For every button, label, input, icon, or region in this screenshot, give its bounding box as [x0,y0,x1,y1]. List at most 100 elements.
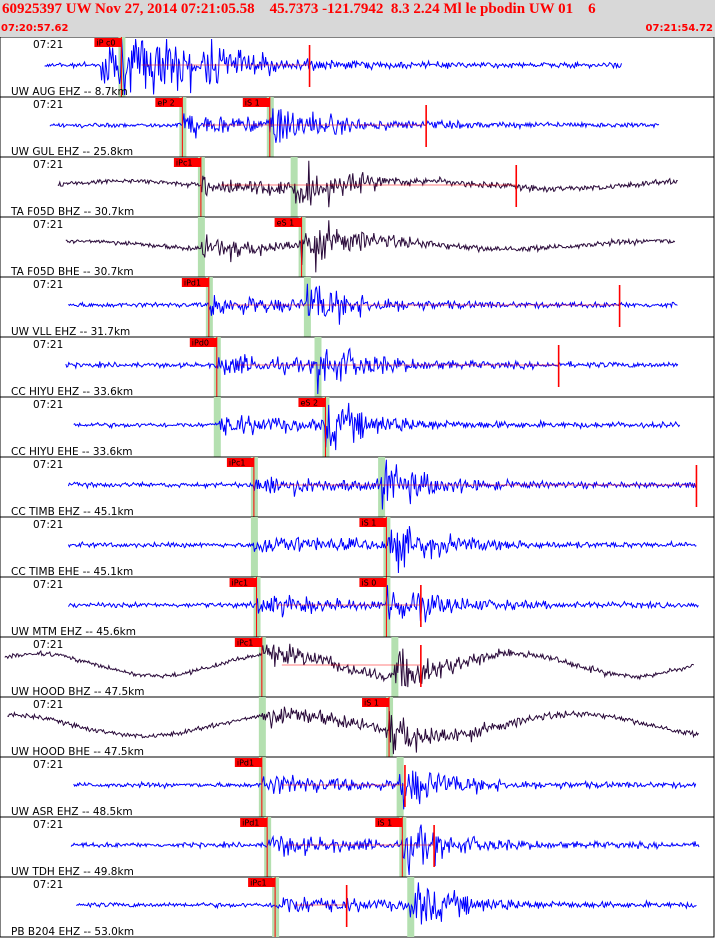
pick-flag [234,758,262,767]
time-tick-label: 07:21 [33,39,63,51]
waveform-line [67,526,697,574]
time-tick-label: 07:21 [33,459,63,471]
time-tick-label: 07:21 [33,99,63,111]
pick-flag [248,878,276,887]
station-label: UW AUG EHZ -- 8.7km [11,86,128,98]
trace-panel: eS 1 07:21 TA F05D BHE -- 30.7km [0,216,715,278]
station-label: UW ASR EHZ -- 48.5km [11,806,133,818]
pick-label: iPd1 [237,759,254,768]
waveform-line [73,402,681,451]
pick-label: iPd1 [184,279,201,288]
station-label: UW GUL EHZ -- 25.8km [11,146,133,158]
trace-panel: iPc1 07:21 TA F05D BHZ -- 30.7km [0,156,715,218]
time-tick-label: 07:21 [33,879,63,891]
trace-panel: eP 2 iS 1 07:21 UW GUL EHZ -- 25.8km [0,96,715,158]
p-window [258,697,266,757]
s-window [314,337,322,397]
trace-panel: iPd1 iS 1 07:21 UW TDH EHZ -- 49.8km [0,816,715,878]
time-tick-label: 07:21 [33,519,63,531]
waveform-line [65,220,676,273]
pick-label: iS 0 [361,579,376,588]
p-window [250,517,258,577]
pick-flag [234,638,262,647]
pick-label: iPd1 [242,819,259,828]
pick-flag [173,158,201,167]
pick-flag [362,698,390,707]
station-label: UW MTM EHZ -- 45.6km [11,626,136,638]
pick-label: iP c0 [96,39,115,48]
pick-label: iPc1 [229,459,246,468]
waveform-line [7,706,699,755]
pick-label: iPc1 [232,579,249,588]
pick-flag [359,578,387,587]
pick-flag [226,458,254,467]
trace-panel: iS 1 07:21 UW HOOD BHE -- 47.5km [0,696,715,758]
event-header: 60925397 UW Nov 27, 2014 07:21:05.58 45.… [0,0,715,37]
trace-panel: iS 1 07:21 CC TIMB EHE -- 45.1km [0,516,715,578]
s-window [303,277,311,337]
pick-label: eS 2 [300,399,318,408]
time-tick-label: 07:21 [33,279,63,291]
pick-label: iPc1 [250,879,267,888]
time-tick-label: 07:21 [33,819,63,831]
pick-flag [274,218,302,227]
pick-label: eS 1 [277,219,295,228]
station-label: UW HOOD BHZ -- 47.5km [11,686,145,698]
trace-panel: iPc1 07:21 UW HOOD BHZ -- 47.5km [0,636,715,698]
event-title: 60925397 UW Nov 27, 2014 07:21:05.58 45.… [2,1,596,17]
pick-flag [155,98,183,107]
waveform-line [70,824,700,876]
station-label: UW TDH EHZ -- 49.8km [11,866,134,878]
pick-label: iPc1 [176,159,193,168]
pick-label: eP 2 [157,99,174,108]
station-label: CC TIMB EHE -- 45.1km [11,566,133,578]
trace-panel: iP c0 07:21 UW AUG EHZ -- 8.7km [0,37,715,98]
waveform-line [65,347,679,395]
waveform-line [73,770,697,810]
time-tick-label: 07:21 [33,699,63,711]
time-tick-label: 07:21 [33,579,63,591]
time-tick-label: 07:21 [33,399,63,411]
pick-flag [229,578,257,587]
station-label: CC TIMB EHZ -- 45.1km [11,506,134,518]
window-end-time: 07:21:54.72 [645,23,713,34]
time-tick-label: 07:21 [33,159,63,171]
time-tick-label: 07:21 [33,639,63,651]
waveform-line [76,882,697,925]
station-label: PB B204 EHZ -- 53.0km [11,926,134,938]
trace-panel: iPd1 07:21 UW VLL EHZ -- 31.7km [0,276,715,338]
waveform-line [67,585,699,623]
station-label: UW VLL EHZ -- 31.7km [11,326,130,338]
pick-label: iPc1 [237,639,254,648]
waveform-line [44,38,622,96]
time-tick-label: 07:21 [33,759,63,771]
station-label: CC HIYU EHZ -- 33.6km [11,386,133,398]
trace-panel: iPc1 iS 0 07:21 UW MTM EHZ -- 45.6km [0,576,715,638]
pick-label: iS 1 [361,519,376,528]
pick-flag [375,818,403,827]
pick-flag [189,338,217,347]
trace-panel: iPc1 07:21 PB B204 EHZ -- 53.0km [0,876,715,938]
waveform-line [49,108,660,143]
pick-label: iPd0 [192,339,209,348]
pick-flag [240,818,268,827]
trace-panel: iPd1 07:21 UW ASR EHZ -- 48.5km [0,756,715,818]
waveform-line [4,643,695,688]
station-label: TA F05D BHE -- 30.7km [10,266,134,278]
window-start-time: 07:20:57.62 [1,23,69,34]
pick-flag [181,278,209,287]
trace-panel: eS 2 07:21 CC HIYU EHE -- 33.6km [0,396,715,458]
time-tick-label: 07:21 [33,219,63,231]
trace-panel: iPc1 07:21 CC TIMB EHZ -- 45.1km [0,456,715,518]
pick-flag [242,98,270,107]
pick-label: iS 1 [377,819,392,828]
station-label: TA F05D BHZ -- 30.7km [10,206,134,218]
pick-flag [359,518,387,527]
time-tick-label: 07:21 [33,339,63,351]
trace-panel: iPd0 07:21 CC HIYU EHZ -- 33.6km [0,336,715,398]
pick-flag [94,38,122,47]
pick-label: iS 1 [245,99,260,108]
waveform-line [57,160,678,208]
station-label: CC HIYU EHE -- 33.6km [11,446,133,458]
